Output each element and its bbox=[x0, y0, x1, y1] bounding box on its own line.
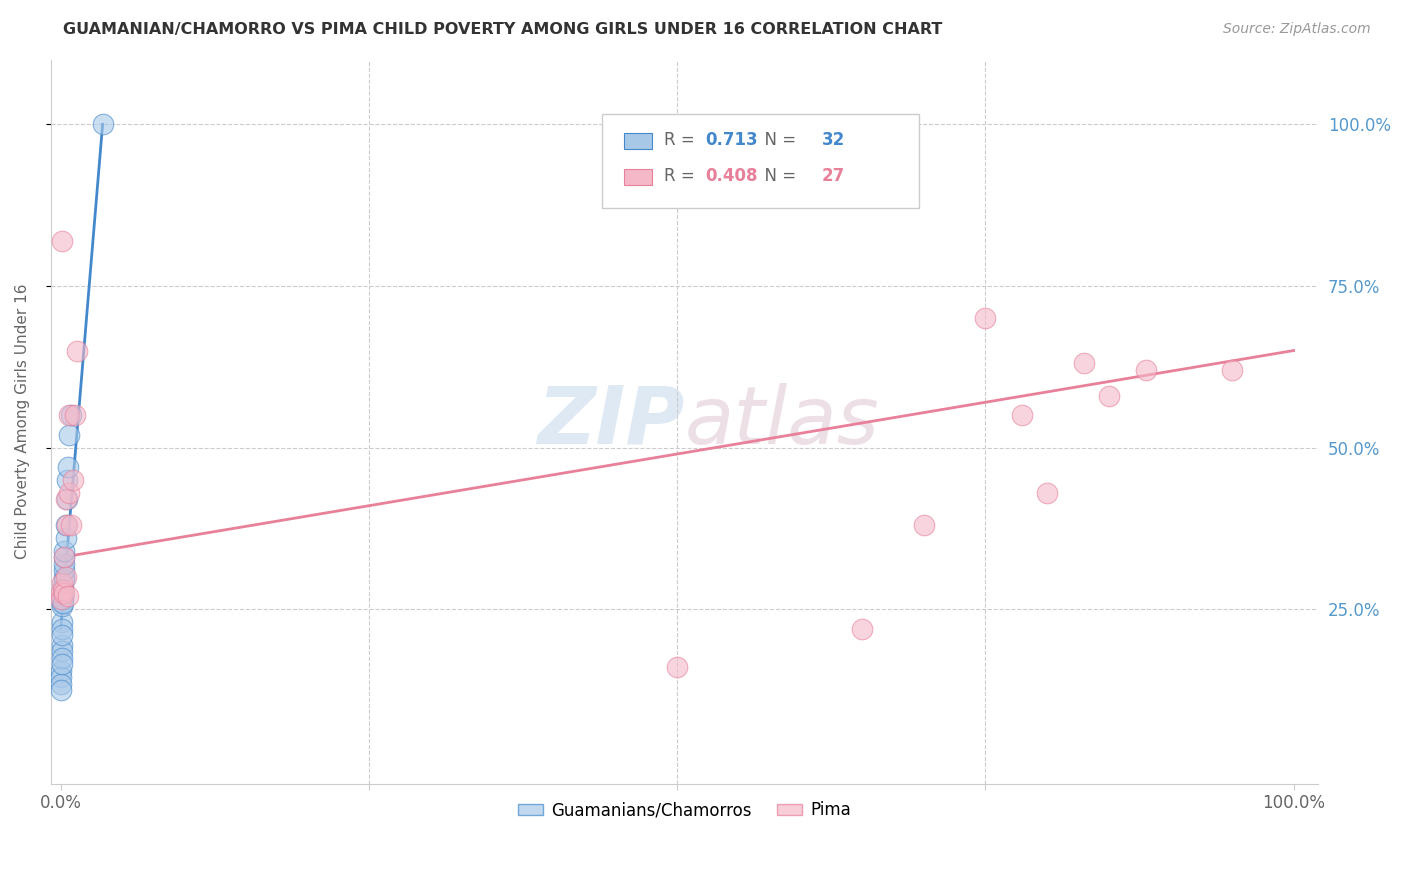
Point bbox=[53, 550, 76, 565]
Text: N =: N = bbox=[754, 167, 801, 186]
Point bbox=[1011, 408, 1033, 422]
Point bbox=[666, 660, 689, 674]
Point bbox=[51, 650, 73, 665]
FancyBboxPatch shape bbox=[602, 114, 920, 208]
Point bbox=[56, 473, 79, 487]
Point bbox=[49, 670, 72, 684]
Point bbox=[66, 343, 89, 358]
Point bbox=[59, 408, 82, 422]
Point bbox=[52, 596, 75, 610]
Point bbox=[51, 628, 73, 642]
Text: 0.713: 0.713 bbox=[704, 131, 758, 149]
Point bbox=[1036, 485, 1059, 500]
Point bbox=[55, 492, 77, 507]
Point bbox=[91, 117, 114, 131]
Text: R =: R = bbox=[664, 131, 700, 149]
Point bbox=[49, 664, 72, 678]
Point bbox=[62, 473, 84, 487]
Point bbox=[56, 492, 79, 507]
Point bbox=[55, 570, 77, 584]
Point bbox=[53, 557, 76, 571]
Bar bbox=[624, 169, 651, 185]
Point bbox=[53, 570, 76, 584]
Text: ZIP: ZIP bbox=[537, 383, 685, 460]
Point bbox=[851, 622, 873, 636]
Point bbox=[52, 592, 75, 607]
Point bbox=[58, 427, 80, 442]
Point bbox=[53, 550, 76, 565]
Point bbox=[56, 459, 79, 474]
Point bbox=[52, 586, 75, 600]
Point bbox=[51, 576, 73, 591]
Point bbox=[52, 580, 75, 594]
Point bbox=[49, 592, 72, 607]
Point bbox=[53, 586, 76, 600]
Point bbox=[65, 408, 87, 422]
Point bbox=[51, 234, 73, 248]
Point bbox=[51, 599, 73, 613]
Point bbox=[52, 589, 75, 603]
Point bbox=[52, 582, 75, 597]
Point bbox=[1073, 356, 1095, 370]
Text: Source: ZipAtlas.com: Source: ZipAtlas.com bbox=[1223, 22, 1371, 37]
Point bbox=[59, 518, 82, 533]
Y-axis label: Child Poverty Among Girls Under 16: Child Poverty Among Girls Under 16 bbox=[15, 284, 30, 559]
Point bbox=[1135, 363, 1157, 377]
Point bbox=[49, 676, 72, 690]
Point bbox=[1220, 363, 1243, 377]
Point bbox=[974, 311, 997, 326]
Point bbox=[53, 573, 76, 587]
Point bbox=[58, 408, 80, 422]
Point bbox=[51, 596, 73, 610]
Point bbox=[912, 518, 935, 533]
Text: 0.408: 0.408 bbox=[704, 167, 758, 186]
Text: atlas: atlas bbox=[685, 383, 879, 460]
Point bbox=[49, 683, 72, 698]
Point bbox=[49, 586, 72, 600]
Point bbox=[58, 485, 80, 500]
Point bbox=[53, 544, 76, 558]
Point bbox=[51, 657, 73, 672]
Point bbox=[51, 644, 73, 658]
Point bbox=[56, 518, 79, 533]
Point bbox=[1098, 389, 1121, 403]
Point bbox=[55, 518, 77, 533]
Text: 27: 27 bbox=[821, 167, 845, 186]
Text: GUAMANIAN/CHAMORRO VS PIMA CHILD POVERTY AMONG GIRLS UNDER 16 CORRELATION CHART: GUAMANIAN/CHAMORRO VS PIMA CHILD POVERTY… bbox=[63, 22, 942, 37]
Bar bbox=[624, 133, 651, 149]
Point bbox=[51, 615, 73, 629]
Text: 32: 32 bbox=[821, 131, 845, 149]
Text: N =: N = bbox=[754, 131, 801, 149]
Legend: Guamanians/Chamorros, Pima: Guamanians/Chamorros, Pima bbox=[512, 795, 858, 826]
Point bbox=[55, 531, 77, 545]
Point bbox=[53, 563, 76, 577]
Point bbox=[51, 622, 73, 636]
Point bbox=[51, 638, 73, 652]
Text: R =: R = bbox=[664, 167, 700, 186]
Point bbox=[56, 589, 79, 603]
